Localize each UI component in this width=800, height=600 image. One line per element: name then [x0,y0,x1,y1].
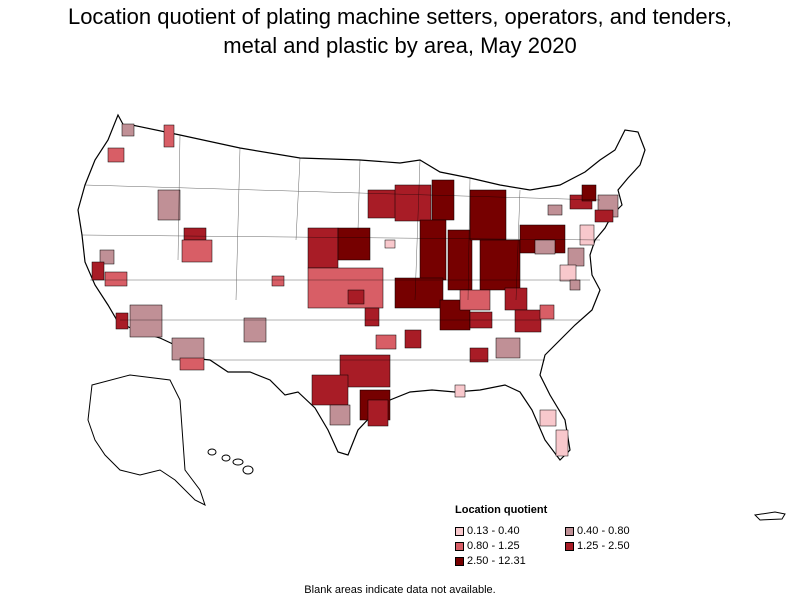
area-oh-1 [479,239,521,291]
area-ut-2 [181,239,213,263]
area-ca-5 [129,304,163,338]
area-tx-2 [311,374,349,406]
area-or-1 [157,189,181,221]
area-ct-1 [594,209,614,223]
legend-swatch-1 [455,526,464,536]
area-ca-2 [91,261,105,281]
hawaii-islands [207,448,254,475]
area-md-1 [567,247,585,267]
area-az-2 [179,357,205,371]
area-nc-2 [539,304,555,320]
area-nj-1 [579,224,595,246]
area-ms-1 [404,329,422,349]
map-legend: Location quotient 0.13 - 0.40 0.40 - 0.8… [455,504,695,567]
area-wa-1 [121,123,135,137]
legend-item-1: 0.13 - 0.40 [455,525,565,537]
map-title-line-2: metal and plastic by area, May 2020 [223,33,577,58]
legend-item-3: 0.80 - 1.25 [455,540,565,552]
area-ne-2 [337,227,371,261]
legend-title: Location quotient [455,504,548,516]
area-ar-1 [375,334,397,350]
area-fl-2 [555,429,569,457]
area-oh-2 [459,289,491,311]
area-nm-1 [243,317,267,343]
area-ut-1 [183,227,207,241]
area-wi-2 [431,179,455,221]
area-wa-2 [163,124,175,148]
area-va-2 [569,279,581,291]
area-tx-4 [329,404,351,426]
area-ia-1 [384,239,396,249]
legend-label-5: 2.50 - 12.31 [467,555,526,567]
area-mn-1 [367,189,397,219]
area-co-1 [271,275,285,287]
area-ne-1 [307,227,339,269]
legend-label-3: 0.80 - 1.25 [467,540,520,552]
area-vt-1 [581,184,597,202]
legend-item-4: 1.25 - 2.50 [565,540,675,552]
area-ok-1 [364,307,380,327]
area-ny-2 [547,204,563,216]
legend-swatch-5 [455,556,464,566]
area-ks-2 [347,289,365,305]
area-va-1 [559,264,577,282]
legend-label-2: 0.40 - 0.80 [577,525,630,537]
area-mo-1 [394,277,444,309]
puerto-rico-outline [753,511,786,521]
area-wi-1 [394,184,432,222]
legend-grid: 0.13 - 0.40 0.40 - 0.80 0.80 - 1.25 1.25… [455,525,695,567]
alaska-outline [87,374,206,506]
legend-item-5: 2.50 - 12.31 [455,555,565,567]
map-title: Location quotient of plating machine set… [0,2,800,60]
map-title-line-1: Location quotient of plating machine set… [67,4,733,29]
area-al-1 [454,384,466,398]
area-tx-1 [339,354,391,388]
area-tx-5 [367,399,389,427]
legend-swatch-3 [455,541,464,551]
footnote: Blank areas indicate data not available. [304,584,496,596]
area-fl-1 [539,409,557,427]
area-regions [91,123,619,457]
area-ks-1 [307,267,384,309]
area-ca-3 [104,271,128,287]
area-ga-1 [469,347,489,363]
area-wa-3 [107,147,125,163]
area-az-1 [171,337,205,361]
area-pa-2 [534,239,556,255]
area-nc-1 [514,309,542,333]
area-boundaries [81,134,601,361]
area-ca-4 [115,312,129,330]
legend-swatch-4 [565,541,574,551]
legend-item-2: 0.40 - 0.80 [565,525,675,537]
legend-swatch-2 [565,526,574,536]
area-ca-1 [99,249,115,265]
area-sc-1 [495,337,521,359]
legend-label-4: 1.25 - 2.50 [577,540,630,552]
area-mi-1 [469,189,507,241]
legend-label-1: 0.13 - 0.40 [467,525,520,537]
area-il-1 [419,219,447,281]
